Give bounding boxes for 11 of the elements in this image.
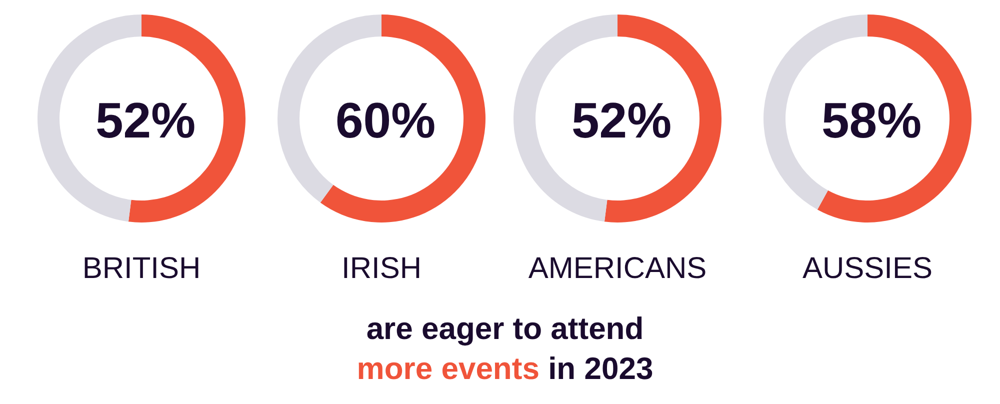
text: IRISH [341, 252, 422, 285]
text: are eager to attend [366, 311, 644, 346]
text: AMERICANS [528, 252, 707, 285]
data-label: 52% [95, 92, 196, 148]
text: more events [356, 351, 540, 386]
text: in 2023 [548, 351, 654, 386]
text: AUSSIES [802, 252, 933, 285]
data-label: 60% [335, 92, 436, 148]
data-label: 52% [571, 92, 672, 148]
text: BRITISH [82, 252, 201, 285]
data-label: 58% [821, 92, 922, 148]
